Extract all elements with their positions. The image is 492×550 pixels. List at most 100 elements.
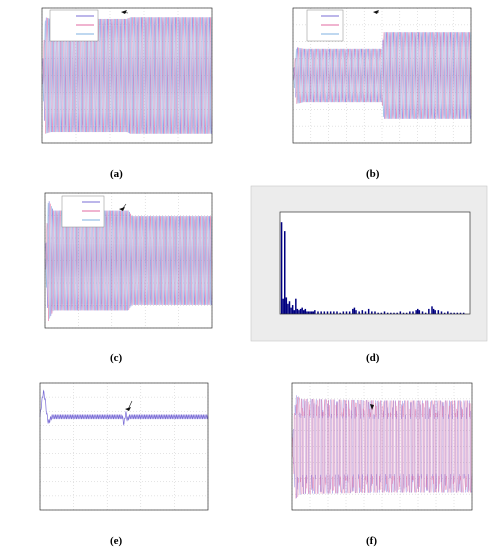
fft-bar <box>450 312 452 314</box>
fft-bar <box>380 312 383 314</box>
annotation-arrow <box>373 10 379 14</box>
fft-bar <box>386 312 389 314</box>
fft-bar <box>295 298 297 314</box>
fft-bar <box>405 312 408 314</box>
chart-d <box>250 185 488 342</box>
plot-frame <box>39 382 209 511</box>
fft-bar <box>287 303 289 314</box>
fft-bar <box>358 311 360 314</box>
annotation-line <box>127 400 133 410</box>
fft-bar <box>390 312 392 314</box>
fft-bar <box>329 311 332 314</box>
caption-b: (b) <box>366 168 380 180</box>
plot-frame <box>41 7 213 144</box>
fft-bar <box>443 312 446 314</box>
fft-bar <box>428 308 430 314</box>
series-line-lb <box>292 32 472 119</box>
fft-bar <box>352 308 354 314</box>
fft-bar <box>280 222 283 314</box>
fft-bar <box>371 311 373 314</box>
fft-bar <box>336 311 338 314</box>
caption-e: (e) <box>110 535 123 547</box>
fft-bar <box>317 311 319 314</box>
fft-bar <box>284 231 286 314</box>
fft-bar <box>339 312 341 314</box>
fft-bar <box>459 312 462 314</box>
fft-bar <box>399 311 402 314</box>
series-line-isc <box>41 17 213 134</box>
annotation-line <box>375 11 380 13</box>
fft-bar <box>299 308 302 314</box>
annotation-line <box>121 203 127 210</box>
chart-c <box>44 192 213 329</box>
caption-c: (c) <box>110 352 123 364</box>
fft-bar <box>421 311 424 314</box>
fft-bar <box>409 311 411 314</box>
series-line-isb <box>41 17 213 134</box>
fft-bar <box>307 311 310 314</box>
fft-bar <box>320 311 322 314</box>
caption-f: (f) <box>366 535 377 547</box>
fft-bar <box>282 298 284 314</box>
fft-bar <box>293 310 295 314</box>
fft-bar <box>462 312 465 314</box>
fft-bar <box>355 310 357 314</box>
fft-bar <box>402 312 405 314</box>
fft-bar <box>296 308 299 314</box>
chart-a <box>41 7 213 144</box>
fft-bar <box>383 311 386 314</box>
fft-bar <box>348 311 351 314</box>
series-line-v2 <box>39 389 209 426</box>
fft-bar <box>396 312 398 314</box>
fft-bar <box>301 307 303 314</box>
plot-background <box>280 212 470 314</box>
series-line-lc <box>292 32 472 119</box>
series-line-la <box>292 32 472 119</box>
chart-e <box>39 382 209 511</box>
fft-bar <box>304 308 307 314</box>
fft-bar <box>342 311 345 314</box>
fft-bar <box>291 305 294 314</box>
plot-frame <box>292 7 472 144</box>
fft-bar <box>453 312 455 314</box>
fft-bar <box>345 311 348 314</box>
caption-a: (a) <box>110 168 123 180</box>
caption-d: (d) <box>366 352 380 364</box>
fft-bar <box>431 306 433 314</box>
fft-bar <box>424 312 427 314</box>
fft-bar <box>298 310 300 314</box>
annotation-line <box>123 12 129 14</box>
plot-frame <box>279 211 471 315</box>
fft-bar <box>288 301 291 314</box>
fft-bar <box>333 311 335 314</box>
series-line-inverter-1 <box>291 397 473 499</box>
fft-bar <box>432 308 435 314</box>
chart-b <box>292 7 472 144</box>
fft-bar <box>374 311 376 314</box>
fft-bar <box>309 311 311 314</box>
fft-bar <box>377 312 379 314</box>
fft-bar <box>440 311 443 314</box>
fft-bar <box>361 310 364 314</box>
fft-bar <box>306 311 308 314</box>
fft-bar <box>353 307 356 314</box>
annotation-arrow <box>121 10 127 14</box>
fft-bar <box>456 312 459 314</box>
series-line-icb <box>44 203 213 322</box>
fft-bar <box>437 310 440 314</box>
fft-bar <box>447 311 449 314</box>
series-line-icc <box>44 202 213 319</box>
fft-bar <box>290 307 292 314</box>
fft-bar <box>312 311 314 314</box>
fft-bar <box>314 310 316 314</box>
series-line-inverter-0 <box>291 395 473 499</box>
fft-bar <box>326 311 329 314</box>
chart-f <box>291 382 473 511</box>
fft-bar <box>418 310 421 314</box>
fft-bar <box>417 308 419 314</box>
fft-bar <box>323 311 326 314</box>
plot-frame <box>44 192 213 329</box>
fft-bar <box>415 310 417 314</box>
fft-bar <box>310 311 313 314</box>
